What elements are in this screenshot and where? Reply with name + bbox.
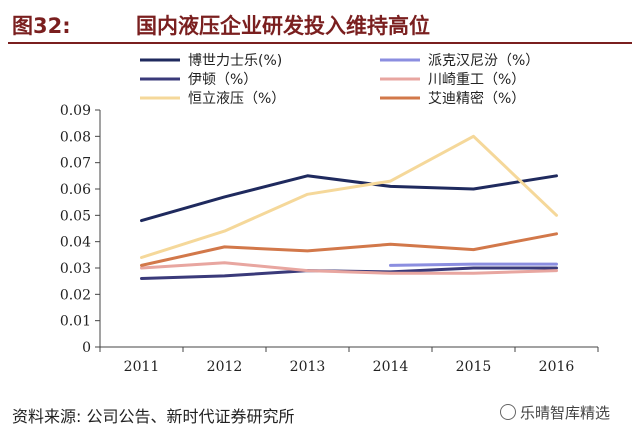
series-line [140, 134, 558, 259]
legend-label: 派克汉尼汾（%） [428, 53, 539, 69]
legend: 博世力士乐(%) 派克汉尼汾（%） 伊顿（%） 川崎重工（%） 恒立液压（%） 艾迪精密（… [140, 52, 539, 107]
watermark-text: 乐晴智库精选 [520, 404, 611, 422]
chart-series [140, 134, 558, 280]
x-tick-label: 2011 [124, 359, 160, 375]
watermark: 乐晴智库精选 [500, 402, 610, 423]
series-line [140, 232, 558, 267]
wechat-icon [500, 404, 516, 420]
y-tick-label: 0.03 [60, 261, 91, 277]
y-tick-label: 0 [82, 340, 91, 356]
series-line [140, 261, 558, 275]
x-tick-label: 2015 [456, 359, 492, 375]
legend-label: 博世力士乐(%) [188, 52, 282, 69]
x-tick-label: 2013 [290, 359, 326, 375]
y-tick-label: 0.08 [60, 129, 91, 145]
y-tick-label: 0.02 [60, 287, 91, 303]
figure-header: 图32: 国内液压企业研发投入维持高位 [8, 6, 632, 44]
x-tick-label: 2014 [373, 359, 409, 375]
y-tick-label: 0.07 [60, 156, 91, 172]
source-note: 资料来源: 公司公告、新时代证券研究所 [12, 407, 295, 426]
figure-title: 国内液压企业研发投入维持高位 [136, 14, 430, 38]
series-line [389, 262, 558, 267]
chart-axes: 0 0.01 0.02 0.03 0.04 0.05 0.06 0.07 0.08 0.09 201… [60, 103, 599, 375]
series-line [140, 174, 558, 223]
y-tick-label: 0.01 [60, 314, 91, 330]
y-tick-label: 0.04 [60, 235, 91, 251]
x-tick-label: 2016 [539, 359, 575, 375]
legend-label: 川崎重工（%） [428, 72, 525, 88]
y-tick-label: 0.06 [60, 182, 91, 198]
legend-label: 艾迪精密（%） [428, 90, 525, 107]
legend-label: 恒立液压（%） [188, 91, 285, 107]
x-tick-label: 2012 [207, 359, 243, 375]
y-tick-label: 0.09 [60, 103, 91, 119]
legend-label: 伊顿（%） [188, 72, 257, 88]
y-tick-label: 0.05 [60, 208, 91, 224]
figure-number: 图32: [12, 14, 71, 38]
